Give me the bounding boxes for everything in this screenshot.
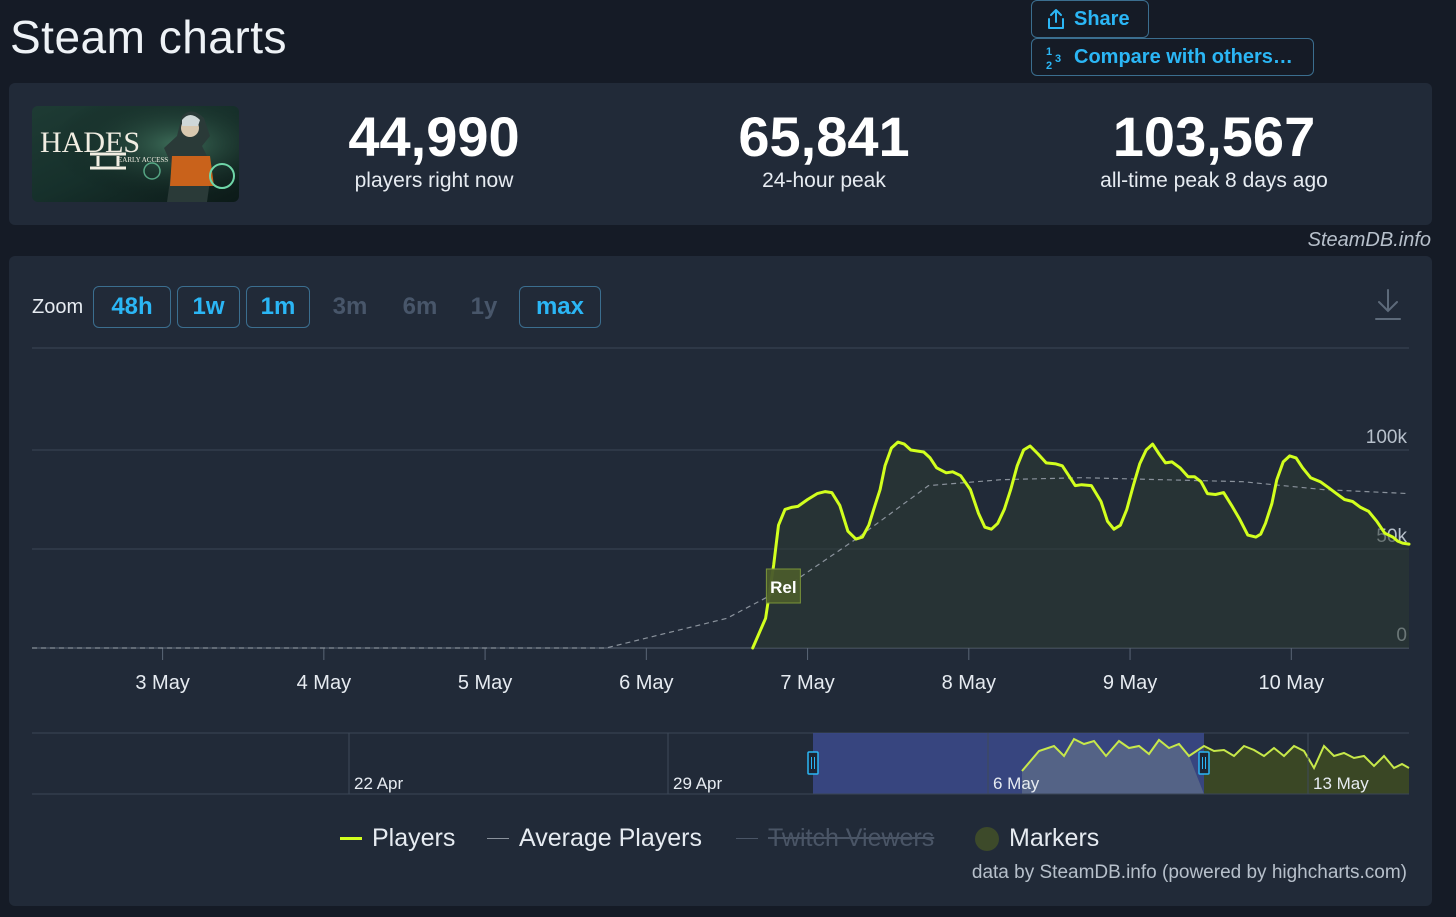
zoom-6m-button: 6m [402, 293, 438, 320]
share-icon [1048, 9, 1064, 29]
release-marker: Rel [765, 568, 801, 604]
players-area [752, 442, 1409, 648]
svg-text:EARLY ACCESS: EARLY ACCESS [118, 156, 168, 164]
stat-label: players right now [354, 169, 514, 192]
watermark: SteamDB.info [1307, 229, 1431, 251]
navigator-tick-label: 22 Apr [354, 774, 403, 793]
navigator-tick-label: 6 May [993, 774, 1040, 793]
share-label: Share [1074, 7, 1130, 30]
legend-line-players [340, 837, 362, 840]
x-tick-label: 7 May [780, 672, 834, 694]
stat-24h-peak: 65,841 24-hour peak [644, 107, 1004, 193]
legend-dot-markers [975, 826, 999, 851]
navigator-area [1204, 746, 1409, 794]
x-tick-label: 10 May [1258, 672, 1324, 694]
navigator-tick-label: 29 Apr [673, 774, 722, 793]
stat-current-players: 44,990 players right now [254, 107, 614, 193]
legend-players[interactable]: Players [340, 824, 455, 853]
x-tick-label: 4 May [297, 672, 351, 694]
zoom-48h-button[interactable]: 48h [93, 286, 171, 328]
y-tick-label: 100k [1366, 427, 1408, 448]
svg-text:1: 1 [1046, 46, 1052, 58]
navigator-handle[interactable] [1198, 751, 1210, 775]
stat-value: 65,841 [738, 105, 910, 168]
stats-panel: HADES EARLY ACCESS 44,990 players right … [9, 83, 1432, 225]
chart-legend: Players Average Players Twitch Viewers M… [9, 824, 1432, 854]
legend-average-players[interactable]: Average Players [487, 824, 702, 853]
stat-label: 24-hour peak [762, 169, 886, 192]
x-tick-label: 8 May [942, 672, 996, 694]
players-line [751, 440, 1411, 650]
fraction-icon: 132 [1046, 46, 1061, 70]
stat-all-time-peak: 103,567 all-time peak 8 days ago [1034, 107, 1394, 193]
legend-label: Twitch Viewers [768, 824, 935, 852]
marker-label: Rel [770, 578, 796, 597]
navigator-handle[interactable] [807, 751, 819, 775]
game-logo[interactable]: HADES EARLY ACCESS [32, 106, 239, 202]
navigator-area-selected [1022, 739, 1204, 794]
zoom-label: Zoom [32, 296, 84, 318]
zoom-1y-button: 1y [470, 293, 498, 320]
x-tick-label: 6 May [619, 672, 673, 694]
handle-grip [807, 751, 819, 775]
svg-text:3: 3 [1055, 53, 1061, 65]
x-tick-label: 9 May [1103, 672, 1157, 694]
legend-twitch-viewers[interactable]: Twitch Viewers [736, 824, 934, 853]
page-title: Steam charts [10, 11, 287, 63]
game-logo-art: HADES EARLY ACCESS [32, 106, 239, 202]
stat-label: all-time peak 8 days ago [1100, 169, 1328, 192]
legend-label: Average Players [519, 824, 702, 852]
stat-value: 103,567 [1112, 105, 1316, 168]
zoom-1w-button[interactable]: 1w [177, 286, 240, 328]
average-players-line [32, 477, 1410, 649]
chart-panel: Zoom 48h 1w 1m 3m 6m 1y max 050k100k3 Ma… [9, 256, 1432, 906]
download-icon[interactable] [1373, 288, 1403, 327]
navigator-line [1021, 737, 1410, 772]
marker-box [765, 568, 801, 604]
stat-value: 44,990 [348, 105, 520, 168]
chart-credits[interactable]: data by SteamDB.info (powered by highcha… [971, 862, 1407, 883]
legend-line-average [487, 838, 509, 839]
legend-line-twitch [736, 838, 758, 839]
legend-label: Players [372, 824, 456, 852]
handle-grip [1198, 751, 1210, 775]
x-tick-label: 3 May [135, 672, 189, 694]
legend-label: Markers [1009, 824, 1100, 852]
legend-markers[interactable]: Markers [975, 824, 1099, 853]
compare-label: Compare with others… [1074, 45, 1293, 68]
navigator-tick-label: 13 May [1313, 774, 1369, 793]
share-button[interactable]: Share [1031, 0, 1149, 38]
svg-text:2: 2 [1046, 60, 1052, 70]
zoom-max-button[interactable]: max [519, 286, 601, 328]
zoom-1m-button[interactable]: 1m [246, 286, 310, 328]
zoom-3m-button: 3m [332, 293, 368, 320]
x-tick-label: 5 May [458, 672, 512, 694]
